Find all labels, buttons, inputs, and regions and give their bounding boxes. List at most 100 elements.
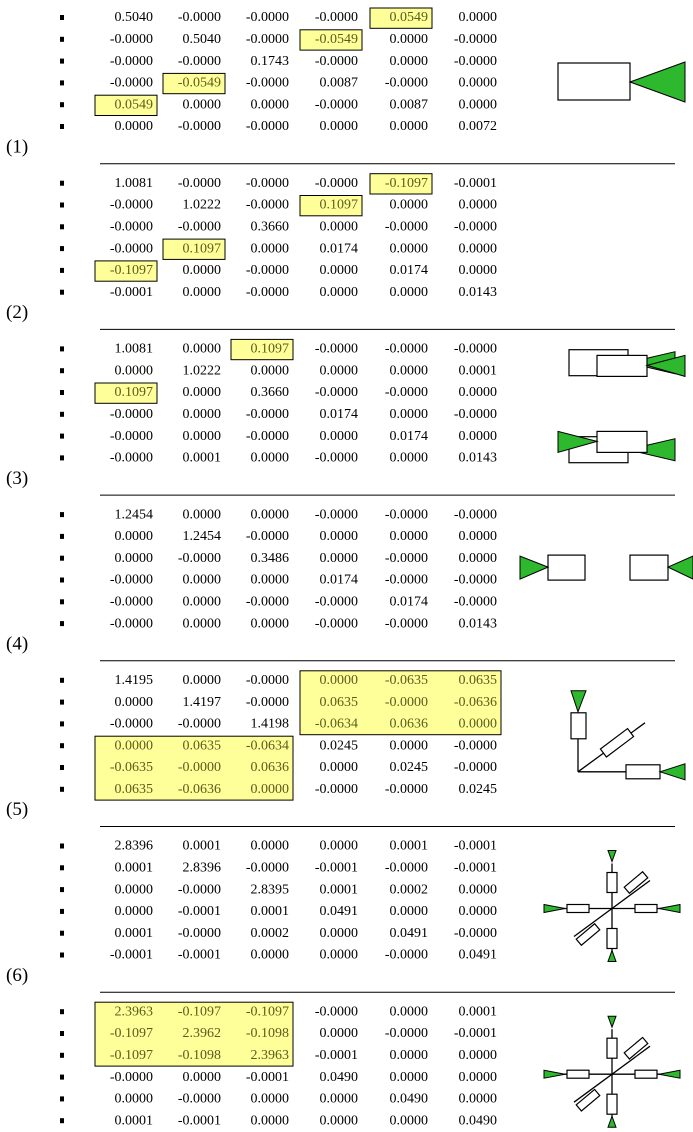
matrix-cell: 0.0174 — [390, 595, 429, 610]
matrix-cell: -0.0000 — [178, 54, 221, 69]
matrix-cell: 0.0000 — [183, 1070, 222, 1085]
matrix-cell: -0.0000 — [385, 385, 428, 400]
matrix-cell: -0.0000 — [385, 695, 428, 710]
matrix-cell: 0.0000 — [115, 529, 154, 544]
bullet — [60, 268, 64, 273]
matrix-cell: 0.0000 — [459, 10, 498, 25]
bullet — [60, 181, 64, 186]
matrix-cell: 0.0000 — [459, 76, 498, 91]
matrix-cell: -0.0000 — [178, 10, 221, 25]
component-box — [600, 729, 633, 757]
matrix-cell: 0.0000 — [459, 97, 498, 112]
component-box — [635, 1070, 657, 1078]
bullet — [60, 621, 64, 626]
matrix-cell: 0.0001 — [251, 904, 290, 919]
matrix-cell: 1.4198 — [251, 717, 290, 732]
bullet — [60, 556, 64, 561]
arrow-head — [659, 1070, 680, 1078]
bullet — [60, 1075, 64, 1080]
matrix-cell: -0.0000 — [178, 760, 221, 775]
matrix-cell: 0.0000 — [183, 595, 222, 610]
bullet — [60, 59, 64, 64]
matrix-cell: 0.0001 — [320, 882, 359, 897]
matrix-cell: -0.0001 — [315, 861, 358, 876]
matrix-cell: -0.0549 — [178, 76, 221, 91]
arrow-head — [630, 62, 685, 102]
bullet — [60, 224, 64, 229]
matrix-cell: 0.0000 — [459, 904, 498, 919]
matrix-cell: 0.0000 — [320, 220, 359, 235]
matrix-cell: -0.0000 — [246, 529, 289, 544]
arrow-head — [608, 851, 616, 862]
matrix-cell: 0.0001 — [115, 861, 154, 876]
matrix-cell: 0.0000 — [459, 241, 498, 256]
matrix-cell: 0.0000 — [183, 616, 222, 631]
matrix-cell: -0.0549 — [315, 32, 358, 47]
bullet — [60, 368, 64, 373]
matrix-cell: 0.0000 — [390, 904, 429, 919]
matrix-cell: 0.0000 — [251, 782, 290, 797]
matrix-cell: -0.0000 — [315, 10, 358, 25]
matrix-cell: 0.0635 — [115, 782, 154, 797]
bullet — [60, 678, 64, 683]
document: 0.5040-0.0000-0.0000-0.00000.05490.0000-… — [0, 0, 693, 1132]
matrix-cell: -0.0000 — [110, 1070, 153, 1085]
matrix-cell: 0.0143 — [459, 616, 498, 631]
matrix-cell: 0.0000 — [390, 407, 429, 422]
matrix-cell: -0.0000 — [246, 263, 289, 278]
matrix-cell: 0.0174 — [390, 263, 429, 278]
matrix-cell: 0.0000 — [115, 119, 154, 134]
matrix-cell: 0.0000 — [459, 198, 498, 213]
matrix-cell: 0.0001 — [183, 451, 222, 466]
matrix-cell: -0.0000 — [315, 507, 358, 522]
matrix-cell: 0.0000 — [390, 119, 429, 134]
bullet — [60, 953, 64, 958]
matrix-cell: 0.0001 — [115, 926, 154, 941]
bullet — [60, 887, 64, 892]
matrix-cell: 1.2454 — [115, 507, 154, 522]
matrix-cell: 0.0000 — [390, 451, 429, 466]
matrix-cell: 0.0000 — [251, 1092, 290, 1107]
matrix-cell: 0.0000 — [183, 385, 222, 400]
matrix-cell: -0.0000 — [454, 220, 497, 235]
matrix-cell: -0.0000 — [178, 220, 221, 235]
matrix-cell: 0.0000 — [390, 738, 429, 753]
matrix-cell: 0.0143 — [459, 451, 498, 466]
bullet — [60, 1031, 64, 1036]
matrix-cell: 0.0000 — [459, 529, 498, 544]
matrix-cell: 0.0000 — [183, 429, 222, 444]
matrix-cell: 0.0000 — [390, 32, 429, 47]
matrix-cell: 0.0174 — [320, 573, 359, 588]
matrix-cell: 0.0000 — [459, 1070, 498, 1085]
matrix-cell: -0.0000 — [385, 782, 428, 797]
matrix-cell: 0.0000 — [183, 97, 222, 112]
matrix-cell: 2.8396 — [115, 839, 154, 854]
matrix-cell: 0.0000 — [183, 507, 222, 522]
matrix-cell: -0.0000 — [110, 407, 153, 422]
matrix-cell: 0.0000 — [251, 97, 290, 112]
matrix-cell: -0.0634 — [246, 738, 289, 753]
matrix-cell: -0.0000 — [110, 198, 153, 213]
matrix-cell: -0.0001 — [178, 948, 221, 963]
matrix-cell: 0.0174 — [390, 429, 429, 444]
matrix-cell: -0.0000 — [315, 1004, 358, 1019]
matrix-cell: -0.0000 — [246, 861, 289, 876]
matrix-cell: -0.0000 — [315, 97, 358, 112]
matrix-cell: 0.0174 — [320, 407, 359, 422]
equation-label: (1) — [6, 136, 28, 157]
matrix-cell: 1.4197 — [183, 695, 222, 710]
matrix-cell: -0.0000 — [454, 595, 497, 610]
matrix-cell: 0.0491 — [320, 904, 359, 919]
component-box — [558, 63, 630, 100]
bullet — [60, 37, 64, 42]
matrix-cell: 2.8395 — [251, 882, 290, 897]
matrix-cell: 0.0491 — [390, 926, 429, 941]
matrix-cell: -0.0000 — [246, 10, 289, 25]
arrow-head — [608, 951, 616, 962]
matrix-cell: -0.0000 — [178, 176, 221, 191]
bullet — [60, 909, 64, 914]
bullet — [60, 124, 64, 129]
bullet — [60, 1053, 64, 1058]
matrix-cell: -0.0634 — [315, 717, 358, 732]
matrix-cell: 0.0490 — [390, 1092, 429, 1107]
